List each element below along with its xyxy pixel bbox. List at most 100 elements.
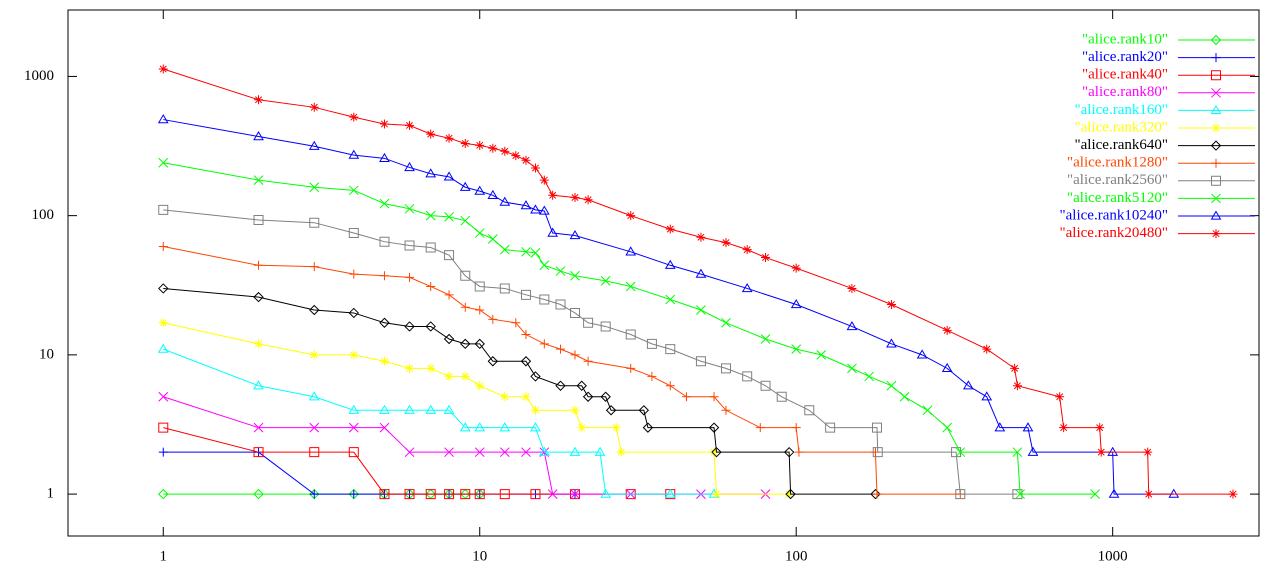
marker — [625, 246, 637, 256]
marker — [158, 157, 169, 168]
series-line — [163, 68, 1233, 495]
marker — [460, 302, 470, 312]
marker — [785, 488, 796, 500]
legend-label: "alice.rank5120" — [1067, 190, 1168, 206]
marker — [1168, 488, 1180, 498]
marker — [444, 371, 454, 381]
marker — [570, 489, 580, 499]
marker — [569, 446, 581, 456]
marker — [570, 193, 580, 203]
marker — [530, 489, 541, 500]
marker — [349, 489, 359, 499]
marker — [665, 224, 675, 234]
legend-marker — [1211, 175, 1221, 186]
legend-marker — [1210, 104, 1222, 115]
marker — [444, 489, 455, 500]
marker — [404, 404, 415, 414]
series-line — [163, 287, 876, 495]
marker — [475, 305, 485, 315]
marker — [530, 371, 541, 382]
marker — [709, 447, 719, 457]
marker — [460, 138, 470, 148]
series-line — [163, 209, 1018, 495]
marker — [638, 405, 650, 416]
marker — [664, 488, 676, 498]
marker — [499, 422, 511, 432]
marker — [309, 102, 319, 112]
marker — [761, 253, 771, 263]
marker — [348, 307, 360, 319]
x-tick-label: 1 — [160, 548, 168, 564]
legend-marker — [1211, 158, 1221, 168]
legend-label: "alice.rank320" — [1075, 119, 1168, 135]
legend-marker — [1211, 70, 1221, 81]
legend-label: "alice.rank160" — [1075, 102, 1168, 118]
marker — [158, 422, 169, 433]
marker — [664, 259, 676, 269]
marker — [916, 349, 928, 359]
marker — [886, 380, 897, 391]
marker — [1010, 363, 1020, 373]
marker — [1108, 488, 1120, 498]
marker — [626, 211, 636, 221]
marker — [157, 114, 169, 124]
marker — [349, 112, 359, 122]
marker — [530, 204, 541, 214]
marker — [530, 405, 540, 415]
marker — [309, 262, 319, 272]
marker — [886, 338, 897, 348]
marker — [158, 242, 168, 252]
marker — [499, 283, 510, 294]
marker — [696, 232, 706, 242]
marker — [426, 363, 436, 373]
marker — [547, 227, 559, 237]
marker — [348, 185, 359, 196]
marker — [348, 404, 360, 414]
marker — [794, 447, 804, 457]
marker — [253, 447, 264, 458]
marker — [158, 318, 168, 328]
legend-label: "alice.rank640" — [1075, 137, 1168, 153]
marker — [426, 281, 436, 291]
marker — [681, 392, 691, 402]
marker — [348, 149, 360, 159]
marker — [521, 246, 531, 257]
marker — [500, 392, 510, 402]
marker — [158, 204, 169, 215]
legend-marker — [1210, 210, 1222, 220]
marker — [1059, 423, 1069, 433]
marker — [500, 146, 510, 156]
marker — [583, 356, 593, 366]
marker — [488, 314, 498, 324]
marker — [847, 283, 857, 293]
legend-marker — [1211, 193, 1221, 204]
marker — [1096, 447, 1106, 457]
marker — [742, 245, 752, 255]
marker — [425, 168, 437, 178]
marker — [475, 140, 485, 150]
marker — [665, 381, 675, 391]
marker — [625, 281, 636, 292]
marker — [488, 143, 498, 153]
marker — [1144, 489, 1154, 499]
marker — [646, 338, 657, 349]
marker — [521, 392, 531, 402]
marker — [886, 300, 896, 310]
marker — [577, 423, 587, 433]
marker — [254, 260, 264, 270]
marker — [158, 283, 169, 294]
marker — [425, 321, 436, 332]
legend-label: "alice.rank2560" — [1067, 172, 1168, 188]
marker — [708, 422, 720, 433]
marker — [642, 422, 654, 433]
marker — [309, 422, 320, 433]
marker — [791, 423, 801, 433]
marker — [721, 405, 731, 415]
marker — [521, 447, 531, 458]
marker — [487, 234, 498, 244]
marker — [538, 205, 550, 215]
marker — [539, 339, 549, 349]
marker — [349, 350, 359, 360]
marker — [253, 131, 264, 141]
marker — [755, 423, 765, 433]
